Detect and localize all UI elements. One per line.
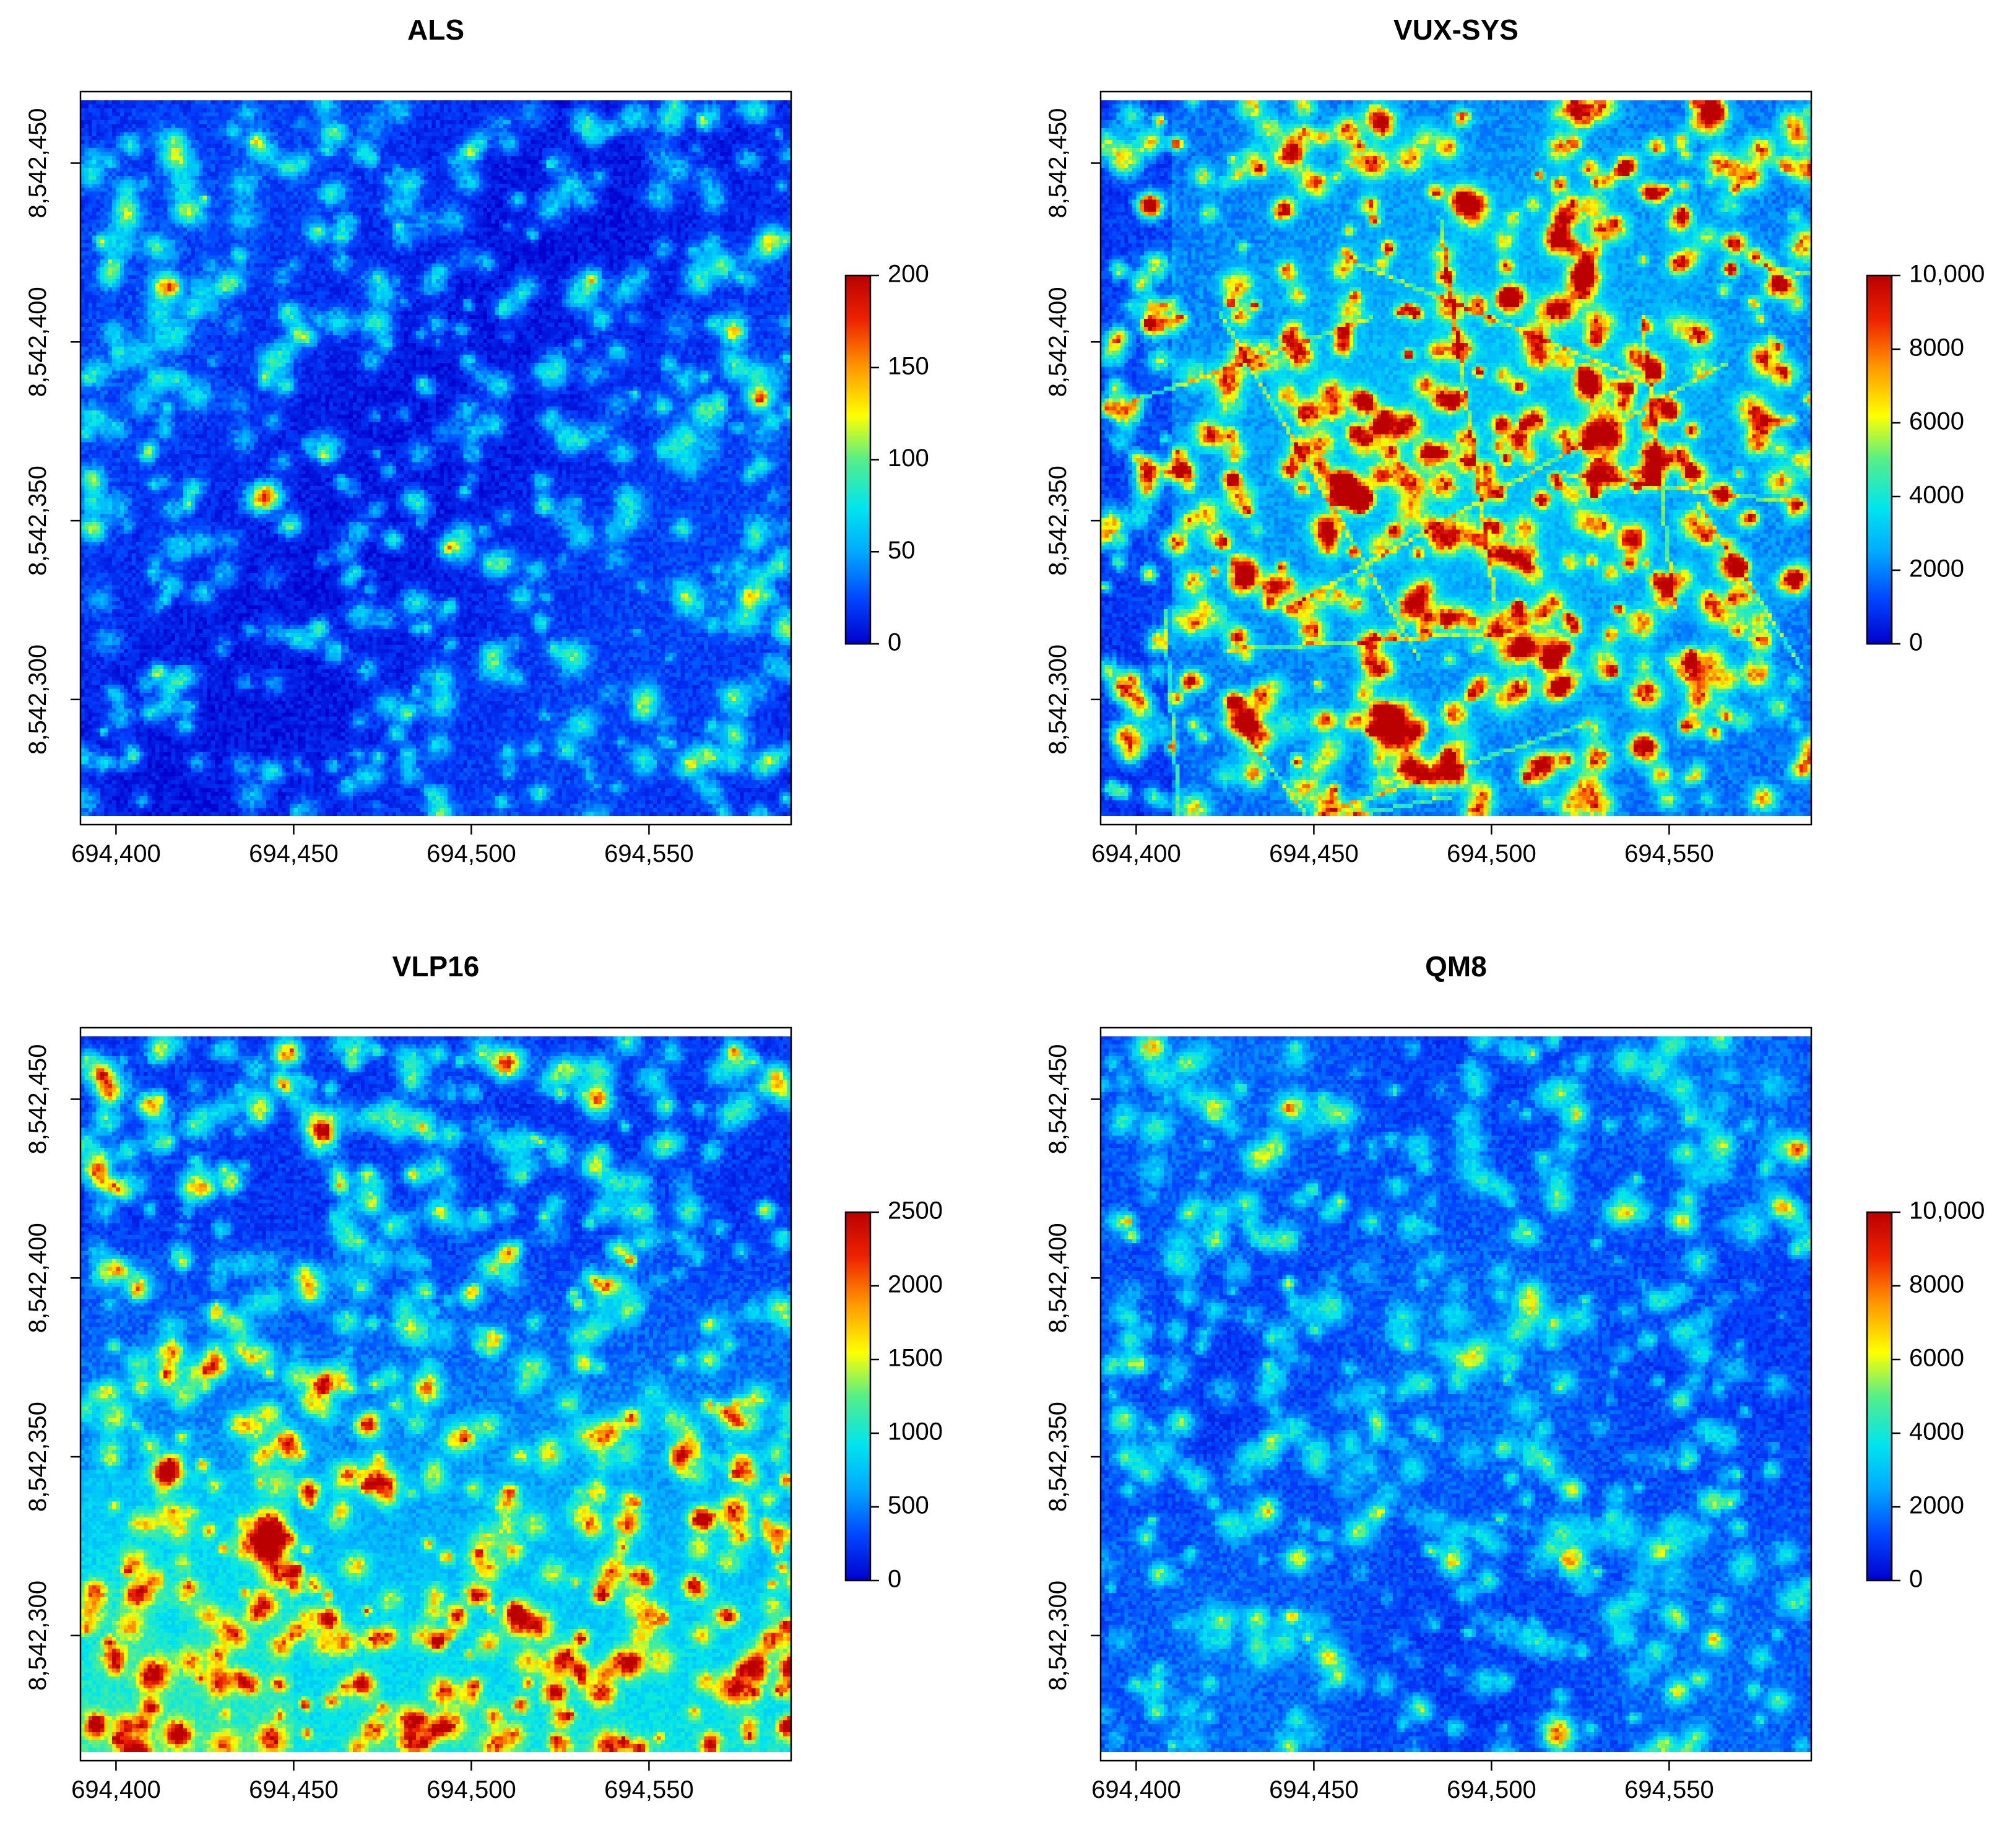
colorbar-tick-label: 0 xyxy=(1909,629,1923,656)
x-tick-label: 694,450 xyxy=(249,1776,339,1803)
colorbar-tick-label: 150 xyxy=(888,352,929,380)
x-tick-label: 694,550 xyxy=(1624,1776,1714,1803)
y-tick-label: 8,542,450 xyxy=(1044,108,1072,219)
x-tick-label: 694,500 xyxy=(427,840,516,867)
colorbar: 0 2000 4000 6000 8000 10,000 xyxy=(1866,1197,1985,1593)
x-tick-label: 694,450 xyxy=(249,840,339,867)
colorbar-tick-label: 6000 xyxy=(1909,408,1964,435)
y-tick-label: 8,542,350 xyxy=(1044,1402,1072,1512)
x-tick-label: 694,400 xyxy=(71,1776,161,1803)
colorbar-tick-label: 6000 xyxy=(1909,1345,1964,1372)
colorbar-tick-label: 500 xyxy=(888,1492,929,1519)
panel-title: VLP16 xyxy=(392,950,480,983)
x-tick-label: 694,450 xyxy=(1269,840,1359,867)
x-tick-label: 694,550 xyxy=(604,840,694,867)
heatmap-raster xyxy=(1101,100,1811,816)
y-tick-label: 8,542,300 xyxy=(1044,644,1072,755)
y-tick-label: 8,542,400 xyxy=(24,287,51,397)
colorbar-frame xyxy=(1866,1211,1893,1582)
colorbar-tick-label: 2000 xyxy=(888,1271,943,1298)
panel-title: ALS xyxy=(407,14,464,46)
colorbar-tick-label: 100 xyxy=(888,445,929,472)
y-tick-label: 8,542,300 xyxy=(1044,1581,1072,1691)
colorbar-tick-label: 50 xyxy=(888,537,916,564)
plot-frame xyxy=(79,90,792,826)
panel-qm8: QM8 694,400 694,450 694,500 694,550 8,542,450… xyxy=(1044,950,1985,1803)
colorbar-tick-label: 1000 xyxy=(888,1418,943,1446)
y-tick-label: 8,542,350 xyxy=(24,1402,51,1512)
colorbar-tick-label: 10,000 xyxy=(1909,1197,1985,1225)
y-tick-label: 8,542,450 xyxy=(1044,1044,1072,1155)
colorbar: 0 500 1000 1500 2000 2500 xyxy=(844,1197,943,1593)
y-tick-label: 8,542,350 xyxy=(24,466,51,576)
panel-vlp16: VLP16 694,400 694,450 694,500 694,550 8,542,4… xyxy=(24,950,943,1803)
panel-title: VUX-SYS xyxy=(1393,14,1518,46)
colorbar-tick-label: 200 xyxy=(888,261,929,288)
x-tick-label: 694,550 xyxy=(604,1776,694,1803)
colorbar-tick-label: 0 xyxy=(888,1566,901,1593)
colorbar-gradient xyxy=(846,275,870,644)
colorbar-tick-label: 0 xyxy=(1909,1566,1923,1593)
colorbar-frame xyxy=(844,1211,872,1582)
x-tick-label: 694,500 xyxy=(1447,840,1536,867)
colorbar-gradient xyxy=(1867,1212,1892,1581)
colorbar-gradient xyxy=(1867,275,1892,644)
colorbar-gradient xyxy=(846,1212,870,1581)
x-tick-label: 694,550 xyxy=(1624,840,1714,867)
y-tick-label: 8,542,400 xyxy=(1044,1223,1072,1333)
colorbar-tick-label: 1500 xyxy=(888,1345,943,1372)
panel-als: ALS 694,400 694,450 694,500 694,550 8,542,450… xyxy=(24,14,929,867)
colorbar-tick-label: 10,000 xyxy=(1909,261,1985,288)
heatmap-raster xyxy=(80,100,791,816)
y-tick-label: 8,542,300 xyxy=(24,1581,51,1691)
colorbar-tick-label: 8000 xyxy=(1909,334,1964,362)
x-tick-label: 694,400 xyxy=(1091,840,1181,867)
colorbar-frame xyxy=(1866,274,1893,645)
heatmap-raster xyxy=(1101,1036,1811,1752)
heatmap-raster xyxy=(80,1036,791,1752)
y-tick-label: 8,542,450 xyxy=(24,1044,51,1155)
colorbar-tick-label: 4000 xyxy=(1909,482,1964,509)
x-tick-label: 694,400 xyxy=(1091,1776,1181,1803)
y-tick-label: 8,542,300 xyxy=(24,644,51,755)
colorbar-tick-label: 2000 xyxy=(1909,1492,1964,1519)
plot-frame xyxy=(1099,90,1813,826)
x-tick-label: 694,450 xyxy=(1269,1776,1359,1803)
colorbar: 0 50 100 150 200 xyxy=(844,261,929,656)
x-tick-label: 694,500 xyxy=(427,1776,516,1803)
x-tick-label: 694,500 xyxy=(1447,1776,1536,1803)
y-tick-label: 8,542,400 xyxy=(1044,287,1072,397)
y-tick-label: 8,542,350 xyxy=(1044,466,1072,576)
panel-title: QM8 xyxy=(1425,950,1487,983)
panel-vux-sys: VUX-SYS 694,400 694,450 694,500 694,550 8,542… xyxy=(1044,14,1985,867)
plot-frame xyxy=(1099,1026,1813,1762)
colorbar-tick-label: 0 xyxy=(888,629,901,656)
colorbar-tick-label: 8000 xyxy=(1909,1271,1964,1298)
y-tick-label: 8,542,400 xyxy=(24,1223,51,1333)
plot-frame xyxy=(79,1026,792,1762)
colorbar-tick-label: 4000 xyxy=(1909,1418,1964,1446)
x-tick-label: 694,400 xyxy=(71,840,161,867)
y-tick-label: 8,542,450 xyxy=(24,108,51,219)
colorbar: 0 2000 4000 6000 8000 10,000 xyxy=(1866,261,1985,656)
colorbar-tick-label: 2500 xyxy=(888,1197,943,1225)
colorbar-tick-label: 2000 xyxy=(1909,555,1964,583)
